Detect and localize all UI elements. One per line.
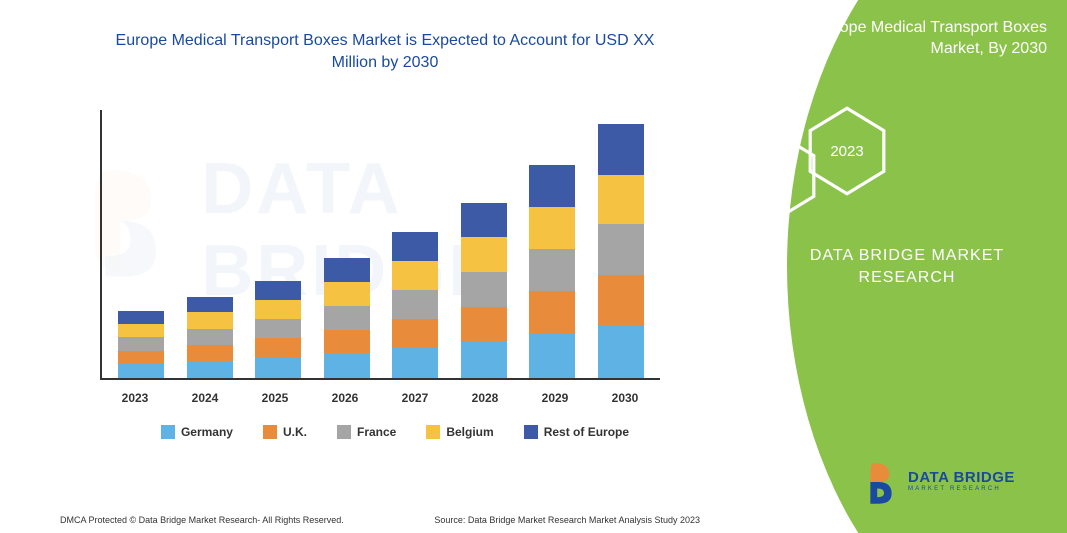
footer-copyright: DMCA Protected © Data Bridge Market Rese… [60,515,344,525]
bar-segment-u-k- [461,307,507,342]
legend-item-belgium: Belgium [426,425,493,439]
bar-segment-rest-of-europe [118,311,164,324]
hexagon-2030: 2030 [737,130,817,222]
legend-item-germany: Germany [161,425,233,439]
right-panel: Europe Medical Transport Boxes Market, B… [687,0,1067,533]
x-label-2028: 2028 [462,391,508,405]
chart-title: Europe Medical Transport Boxes Market is… [60,30,710,75]
bar-group-2029 [529,165,575,378]
bar-group-2028 [461,203,507,378]
legend-item-u-k-: U.K. [263,425,307,439]
bar-segment-belgium [392,261,438,290]
bar-segment-u-k- [118,351,164,364]
legend-swatch-icon [161,425,175,439]
bar-segment-germany [598,325,644,378]
bar-segment-rest-of-europe [324,258,370,282]
bar-segment-germany [118,364,164,377]
bar-segment-rest-of-europe [255,281,301,300]
bar-segment-france [324,306,370,330]
page-root: DATA BRIDGE Europe Medical Transport Box… [0,0,1067,533]
bar-group-2030 [598,124,644,378]
legend-item-rest-of-europe: Rest of Europe [524,425,629,439]
bar-segment-france [392,290,438,319]
bar-segment-belgium [324,282,370,305]
legend-label: France [357,425,396,439]
brand-text: DATA BRIDGE MARKET RESEARCH [777,245,1037,290]
bar-segment-rest-of-europe [598,124,644,175]
hexagon-group: 2030 2023 [737,105,917,225]
bar-segment-germany [392,348,438,378]
legend-label: Germany [181,425,233,439]
bar-segment-belgium [529,207,575,248]
legend-swatch-icon [524,425,538,439]
x-axis-labels: 2023 2024 2025 2026 2027 2028 2029 2030 [100,391,660,405]
x-label-2026: 2026 [322,391,368,405]
bar-segment-rest-of-europe [461,203,507,238]
footer: DMCA Protected © Data Bridge Market Rese… [60,515,700,525]
bars-container [100,110,660,380]
hexagon-2030-label: 2030 [760,168,793,185]
bar-segment-germany [461,341,507,378]
hexagon-2023: 2023 [807,105,887,197]
bar-segment-rest-of-europe [529,165,575,207]
bar-segment-u-k- [187,345,233,361]
bar-group-2025 [255,281,301,378]
hexagon-2023-label: 2023 [830,143,863,160]
bar-segment-germany [529,334,575,378]
bar-group-2023 [118,311,164,377]
logo-text-sub: MARKET RESEARCH [908,486,1015,492]
x-label-2029: 2029 [532,391,578,405]
bar-segment-u-k- [324,330,370,353]
footer-source: Source: Data Bridge Market Research Mark… [434,515,700,525]
legend-swatch-icon [337,425,351,439]
legend-swatch-icon [263,425,277,439]
logo-text: DATA BRIDGE MARKET RESEARCH [908,469,1015,492]
bar-segment-belgium [187,312,233,328]
x-label-2025: 2025 [252,391,298,405]
bar-segment-france [461,272,507,307]
bar-segment-belgium [255,300,301,319]
bar-segment-belgium [461,237,507,272]
chart-legend: Germany U.K. France Belgium Rest of Europe [80,425,710,439]
legend-label: Belgium [446,425,493,439]
legend-label: U.K. [283,425,307,439]
bar-segment-germany [255,358,301,378]
bar-segment-belgium [118,324,164,337]
x-label-2027: 2027 [392,391,438,405]
bar-group-2027 [392,232,438,377]
bar-segment-u-k- [529,291,575,333]
databridge-logo: DATA BRIDGE MARKET RESEARCH [862,458,1032,503]
bar-group-2026 [324,258,370,377]
legend-swatch-icon [426,425,440,439]
chart-panel: DATA BRIDGE Europe Medical Transport Box… [0,0,740,533]
bar-group-2024 [187,297,233,378]
bar-segment-rest-of-europe [392,232,438,261]
right-panel-title: Europe Medical Transport Boxes Market, B… [767,18,1047,60]
logo-text-main: DATA BRIDGE [908,469,1015,486]
bar-segment-france [255,319,301,338]
bar-segment-france [187,329,233,345]
x-label-2024: 2024 [182,391,228,405]
chart-area: 2023 2024 2025 2026 2027 2028 2029 2030 [80,95,680,415]
bar-segment-u-k- [255,338,301,357]
bar-segment-france [118,337,164,350]
legend-label: Rest of Europe [544,425,629,439]
bar-segment-france [598,224,644,275]
bar-segment-u-k- [392,319,438,348]
bar-segment-france [529,249,575,291]
bar-segment-germany [187,361,233,377]
bar-segment-rest-of-europe [187,297,233,312]
logo-mark-icon [862,460,900,502]
legend-item-france: France [337,425,396,439]
x-label-2023: 2023 [112,391,158,405]
bar-segment-u-k- [598,275,644,325]
bar-segment-germany [324,353,370,378]
bar-segment-belgium [598,175,644,224]
x-label-2030: 2030 [602,391,648,405]
